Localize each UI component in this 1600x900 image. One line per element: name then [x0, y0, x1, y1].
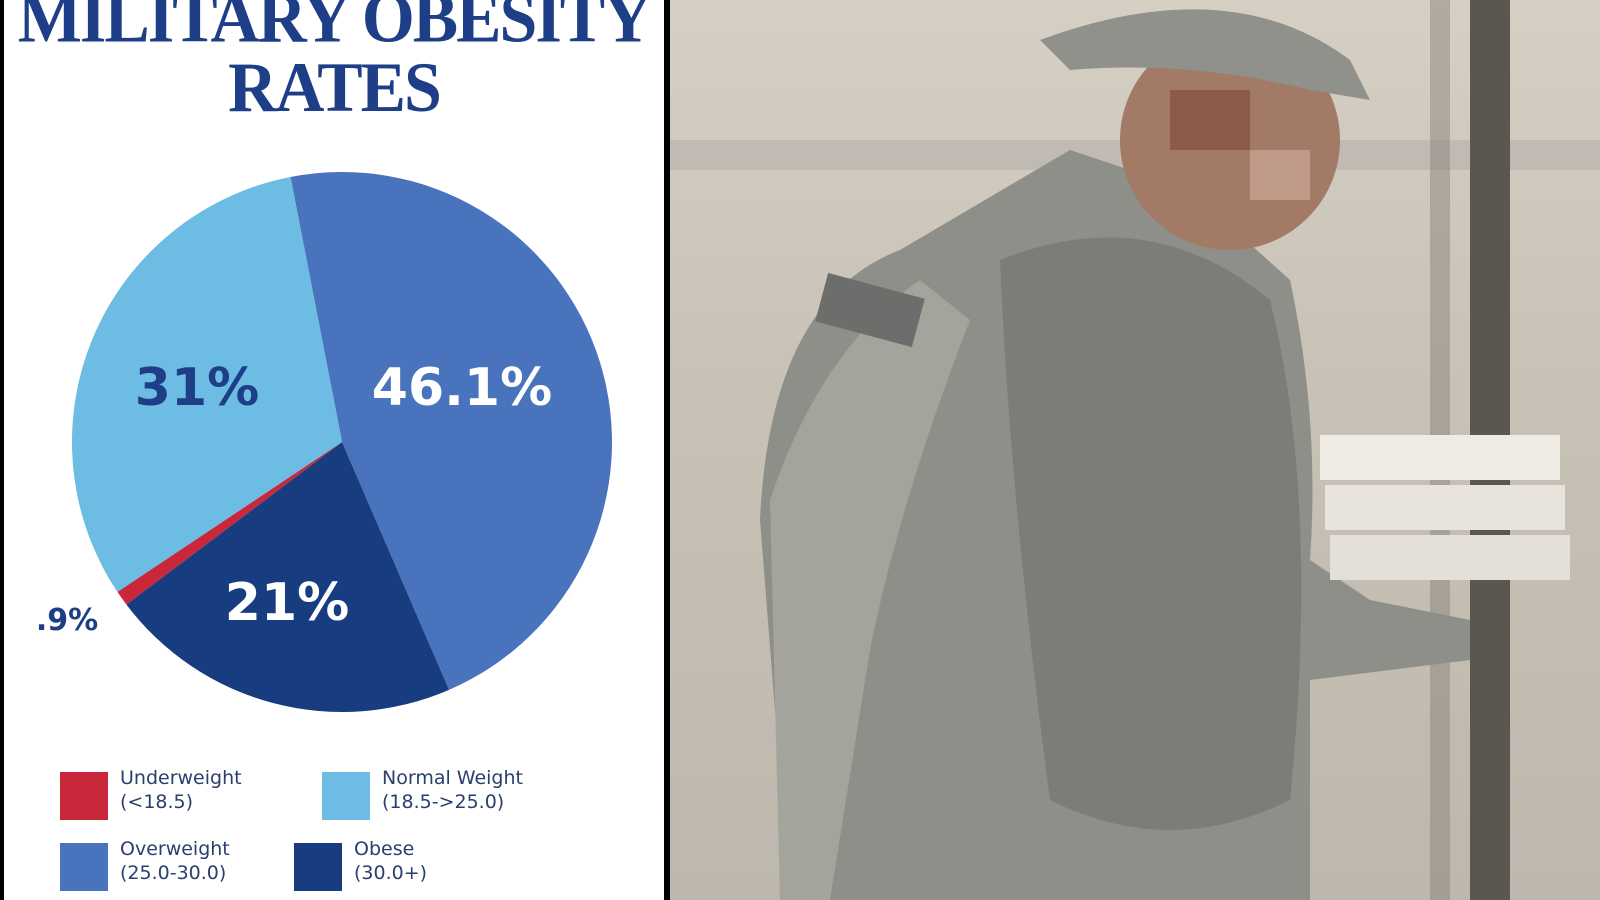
slice-label: .9% [36, 603, 98, 638]
legend-swatch [294, 843, 342, 891]
pie-slice-normal-weight [72, 176, 342, 592]
legend-label: Underweight (<18.5) [120, 767, 242, 813]
slice-label: 46.1% [372, 358, 552, 418]
pie-slice-obese [126, 442, 450, 712]
legend-swatch [60, 772, 108, 820]
soldier-photo [670, 0, 1600, 900]
legend-label: Obese (30.0+) [354, 838, 428, 884]
slice-label: 31% [135, 358, 259, 418]
pie-chart: 46.1% 21% .9% 31% [36, 172, 612, 712]
infographic-panel: MILITARY OBESITY RATES 46.1% 21% .9% 31% Un… [4, 0, 664, 900]
legend-swatch [60, 843, 108, 891]
pie-slice-underweight [117, 442, 342, 605]
legend-swatch [322, 772, 370, 820]
pie-slice-overweight [290, 172, 612, 690]
photo-illustration [670, 0, 1600, 900]
legend-label: Normal Weight (18.5->25.0) [382, 767, 523, 813]
legend-label: Overweight (25.0-30.0) [120, 838, 230, 884]
slice-label: 21% [225, 573, 349, 633]
chart-title: MILITARY OBESITY RATES [17, 0, 653, 127]
